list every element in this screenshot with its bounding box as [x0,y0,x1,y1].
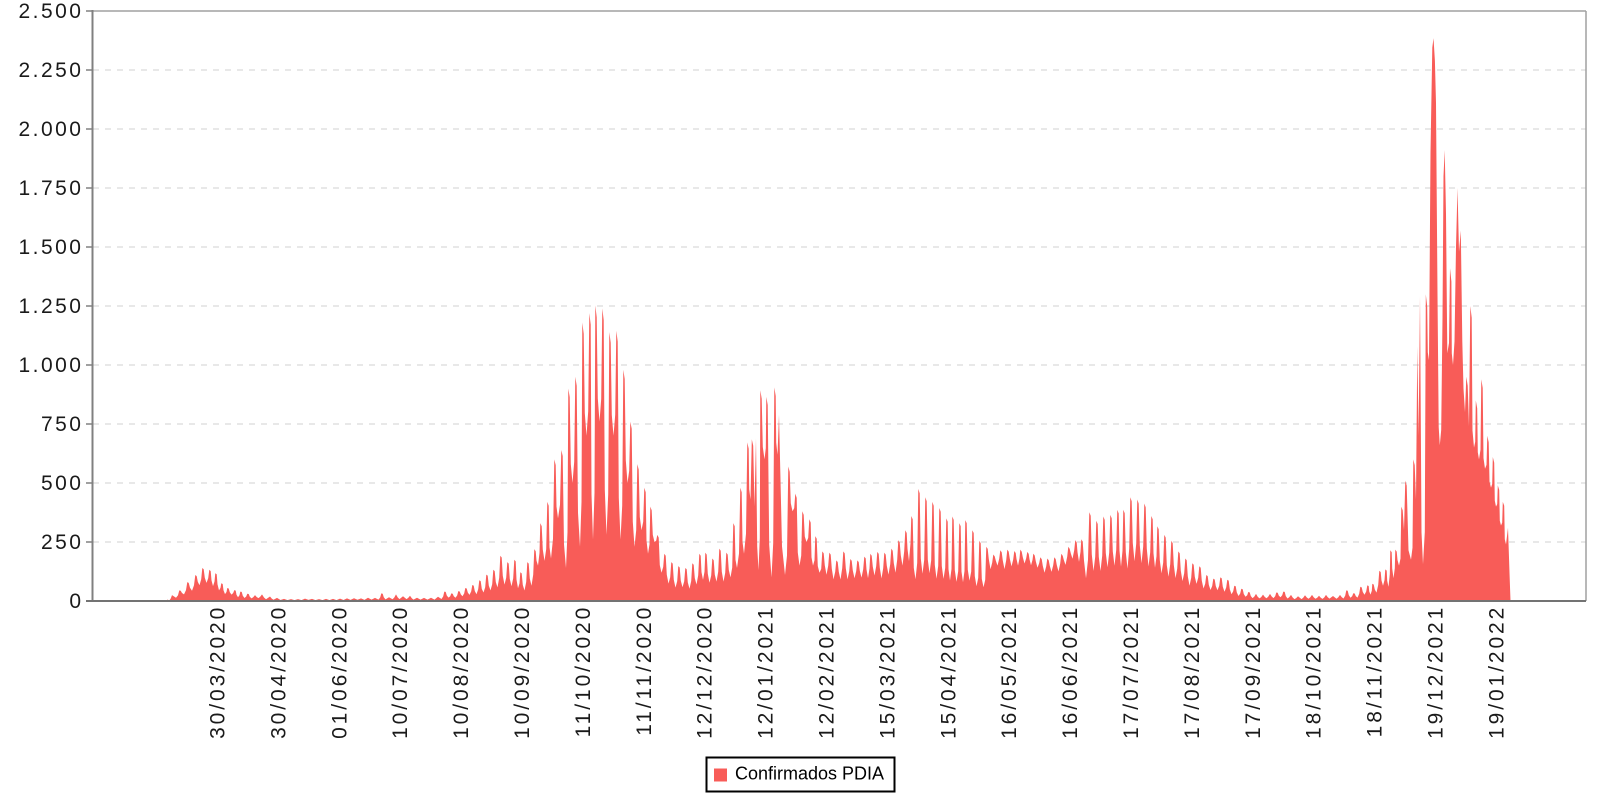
svg-text:1.000: 1.000 [18,354,83,377]
svg-text:2.250: 2.250 [18,59,83,82]
svg-text:18/11/2021: 18/11/2021 [1364,605,1387,738]
svg-text:250: 250 [41,531,84,554]
svg-text:12/02/2021: 12/02/2021 [816,605,839,739]
svg-text:30/04/2020: 30/04/2020 [267,605,290,739]
svg-text:11/11/2020: 11/11/2020 [633,605,656,736]
svg-text:16/06/2021: 16/06/2021 [1059,605,1082,739]
svg-text:10/08/2020: 10/08/2020 [450,605,473,739]
svg-text:17/07/2021: 17/07/2021 [1120,605,1143,739]
svg-text:12/01/2021: 12/01/2021 [755,605,778,739]
svg-text:30/03/2020: 30/03/2020 [207,605,230,739]
svg-text:01/06/2020: 01/06/2020 [328,605,351,739]
svg-text:18/10/2021: 18/10/2021 [1303,605,1326,739]
svg-text:1.750: 1.750 [18,177,83,200]
svg-text:15/03/2021: 15/03/2021 [876,605,899,739]
svg-text:16/05/2021: 16/05/2021 [998,605,1021,739]
svg-text:1.250: 1.250 [18,295,83,318]
svg-text:Confirmados PDIA: Confirmados PDIA [735,764,884,784]
svg-text:17/08/2021: 17/08/2021 [1181,605,1204,739]
svg-text:0: 0 [69,590,83,613]
svg-text:10/09/2020: 10/09/2020 [511,605,534,739]
svg-text:17/09/2021: 17/09/2021 [1242,605,1265,739]
svg-text:1.500: 1.500 [18,236,83,259]
svg-text:11/10/2020: 11/10/2020 [572,605,595,738]
svg-text:10/07/2020: 10/07/2020 [389,605,412,739]
svg-text:500: 500 [41,472,84,495]
svg-text:19/12/2021: 19/12/2021 [1425,605,1448,739]
svg-text:2.500: 2.500 [18,0,83,23]
svg-text:15/04/2021: 15/04/2021 [937,605,960,739]
svg-text:19/01/2022: 19/01/2022 [1485,605,1508,739]
svg-text:12/12/2020: 12/12/2020 [694,605,717,739]
svg-text:2.000: 2.000 [18,118,83,141]
svg-text:750: 750 [41,413,84,436]
